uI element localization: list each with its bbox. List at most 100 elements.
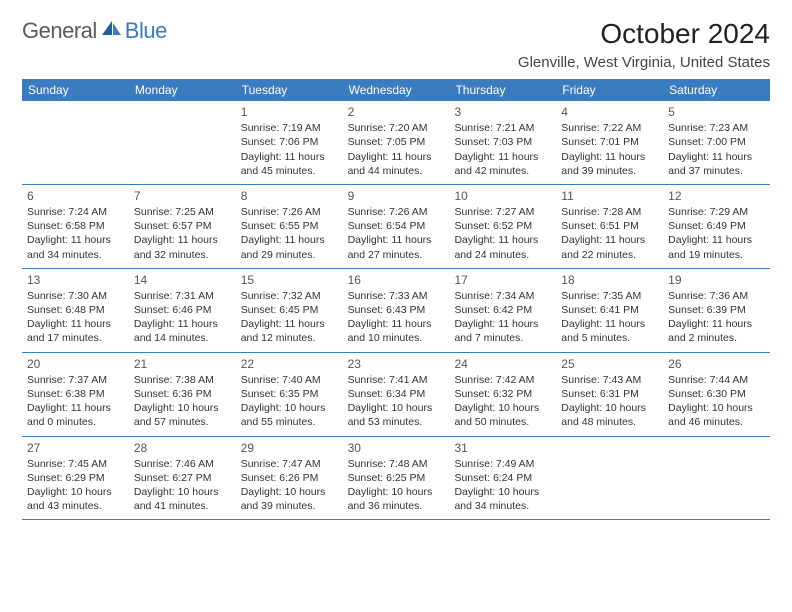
day-cell: 3Sunrise: 7:21 AMSunset: 7:03 PMDaylight… (449, 101, 556, 184)
daylight-line: Daylight: 10 hours and 57 minutes. (134, 401, 231, 429)
day-cell: 7Sunrise: 7:25 AMSunset: 6:57 PMDaylight… (129, 185, 236, 268)
sunset-line: Sunset: 6:25 PM (348, 471, 445, 485)
day-number: 31 (454, 440, 551, 456)
day-header: Thursday (449, 79, 556, 101)
sunrise-line: Sunrise: 7:21 AM (454, 121, 551, 135)
daylight-line: Daylight: 11 hours and 34 minutes. (27, 233, 124, 261)
sunrise-line: Sunrise: 7:28 AM (561, 205, 658, 219)
day-cell: 26Sunrise: 7:44 AMSunset: 6:30 PMDayligh… (663, 353, 770, 436)
day-cell: 18Sunrise: 7:35 AMSunset: 6:41 PMDayligh… (556, 269, 663, 352)
sunset-line: Sunset: 6:26 PM (241, 471, 338, 485)
sunset-line: Sunset: 6:51 PM (561, 219, 658, 233)
sunset-line: Sunset: 6:30 PM (668, 387, 765, 401)
day-cell: 12Sunrise: 7:29 AMSunset: 6:49 PMDayligh… (663, 185, 770, 268)
sunset-line: Sunset: 6:45 PM (241, 303, 338, 317)
page-header: General Blue October 2024 Glenville, Wes… (22, 18, 770, 71)
daylight-line: Daylight: 11 hours and 7 minutes. (454, 317, 551, 345)
day-number: 19 (668, 272, 765, 288)
daylight-line: Daylight: 10 hours and 43 minutes. (27, 485, 124, 513)
week-row: 6Sunrise: 7:24 AMSunset: 6:58 PMDaylight… (22, 185, 770, 269)
day-number: 23 (348, 356, 445, 372)
sunset-line: Sunset: 6:54 PM (348, 219, 445, 233)
daylight-line: Daylight: 11 hours and 0 minutes. (27, 401, 124, 429)
daylight-line: Daylight: 10 hours and 46 minutes. (668, 401, 765, 429)
daylight-line: Daylight: 11 hours and 19 minutes. (668, 233, 765, 261)
day-number: 8 (241, 188, 338, 204)
sunset-line: Sunset: 7:01 PM (561, 135, 658, 149)
sunset-line: Sunset: 6:24 PM (454, 471, 551, 485)
sunset-line: Sunset: 6:48 PM (27, 303, 124, 317)
logo-sail-icon (101, 19, 123, 42)
sunset-line: Sunset: 6:43 PM (348, 303, 445, 317)
day-number: 21 (134, 356, 231, 372)
day-number: 15 (241, 272, 338, 288)
daylight-line: Daylight: 11 hours and 29 minutes. (241, 233, 338, 261)
sunrise-line: Sunrise: 7:32 AM (241, 289, 338, 303)
daylight-line: Daylight: 11 hours and 24 minutes. (454, 233, 551, 261)
day-header: Friday (556, 79, 663, 101)
daylight-line: Daylight: 11 hours and 27 minutes. (348, 233, 445, 261)
day-number: 29 (241, 440, 338, 456)
day-cell: 29Sunrise: 7:47 AMSunset: 6:26 PMDayligh… (236, 437, 343, 520)
day-number: 13 (27, 272, 124, 288)
week-row: 27Sunrise: 7:45 AMSunset: 6:29 PMDayligh… (22, 437, 770, 521)
day-cell (663, 437, 770, 520)
sunrise-line: Sunrise: 7:29 AM (668, 205, 765, 219)
day-cell: 22Sunrise: 7:40 AMSunset: 6:35 PMDayligh… (236, 353, 343, 436)
sunrise-line: Sunrise: 7:22 AM (561, 121, 658, 135)
day-cell: 9Sunrise: 7:26 AMSunset: 6:54 PMDaylight… (343, 185, 450, 268)
sunset-line: Sunset: 6:34 PM (348, 387, 445, 401)
daylight-line: Daylight: 10 hours and 36 minutes. (348, 485, 445, 513)
daylight-line: Daylight: 11 hours and 22 minutes. (561, 233, 658, 261)
sunrise-line: Sunrise: 7:41 AM (348, 373, 445, 387)
week-row: 20Sunrise: 7:37 AMSunset: 6:38 PMDayligh… (22, 353, 770, 437)
daylight-line: Daylight: 10 hours and 53 minutes. (348, 401, 445, 429)
day-header: Monday (129, 79, 236, 101)
daylight-line: Daylight: 10 hours and 34 minutes. (454, 485, 551, 513)
sunset-line: Sunset: 6:55 PM (241, 219, 338, 233)
day-cell: 16Sunrise: 7:33 AMSunset: 6:43 PMDayligh… (343, 269, 450, 352)
logo-text-general: General (22, 18, 97, 44)
title-block: October 2024 Glenville, West Virginia, U… (518, 18, 770, 71)
sunrise-line: Sunrise: 7:24 AM (27, 205, 124, 219)
day-number: 18 (561, 272, 658, 288)
sunrise-line: Sunrise: 7:49 AM (454, 457, 551, 471)
day-cell: 17Sunrise: 7:34 AMSunset: 6:42 PMDayligh… (449, 269, 556, 352)
day-number: 14 (134, 272, 231, 288)
sunset-line: Sunset: 6:32 PM (454, 387, 551, 401)
daylight-line: Daylight: 10 hours and 48 minutes. (561, 401, 658, 429)
day-cell: 27Sunrise: 7:45 AMSunset: 6:29 PMDayligh… (22, 437, 129, 520)
daylight-line: Daylight: 11 hours and 37 minutes. (668, 150, 765, 178)
sunset-line: Sunset: 6:39 PM (668, 303, 765, 317)
day-number: 2 (348, 104, 445, 120)
daylight-line: Daylight: 11 hours and 44 minutes. (348, 150, 445, 178)
day-number: 24 (454, 356, 551, 372)
day-cell: 5Sunrise: 7:23 AMSunset: 7:00 PMDaylight… (663, 101, 770, 184)
day-number: 5 (668, 104, 765, 120)
day-cell: 14Sunrise: 7:31 AMSunset: 6:46 PMDayligh… (129, 269, 236, 352)
weeks-container: 1Sunrise: 7:19 AMSunset: 7:06 PMDaylight… (22, 101, 770, 520)
logo-text-blue: Blue (125, 18, 167, 44)
location-text: Glenville, West Virginia, United States (518, 54, 770, 71)
sunrise-line: Sunrise: 7:38 AM (134, 373, 231, 387)
day-cell: 6Sunrise: 7:24 AMSunset: 6:58 PMDaylight… (22, 185, 129, 268)
day-header: Tuesday (236, 79, 343, 101)
daylight-line: Daylight: 11 hours and 14 minutes. (134, 317, 231, 345)
sunrise-line: Sunrise: 7:34 AM (454, 289, 551, 303)
day-number: 10 (454, 188, 551, 204)
day-header: Saturday (663, 79, 770, 101)
week-row: 13Sunrise: 7:30 AMSunset: 6:48 PMDayligh… (22, 269, 770, 353)
day-cell (22, 101, 129, 184)
day-cell: 28Sunrise: 7:46 AMSunset: 6:27 PMDayligh… (129, 437, 236, 520)
day-cell: 10Sunrise: 7:27 AMSunset: 6:52 PMDayligh… (449, 185, 556, 268)
day-cell: 15Sunrise: 7:32 AMSunset: 6:45 PMDayligh… (236, 269, 343, 352)
day-cell: 1Sunrise: 7:19 AMSunset: 7:06 PMDaylight… (236, 101, 343, 184)
sunset-line: Sunset: 6:31 PM (561, 387, 658, 401)
daylight-line: Daylight: 10 hours and 55 minutes. (241, 401, 338, 429)
day-cell: 25Sunrise: 7:43 AMSunset: 6:31 PMDayligh… (556, 353, 663, 436)
sunset-line: Sunset: 6:57 PM (134, 219, 231, 233)
day-cell: 13Sunrise: 7:30 AMSunset: 6:48 PMDayligh… (22, 269, 129, 352)
daylight-line: Daylight: 11 hours and 10 minutes. (348, 317, 445, 345)
logo: General Blue (22, 18, 167, 44)
daylight-line: Daylight: 11 hours and 39 minutes. (561, 150, 658, 178)
